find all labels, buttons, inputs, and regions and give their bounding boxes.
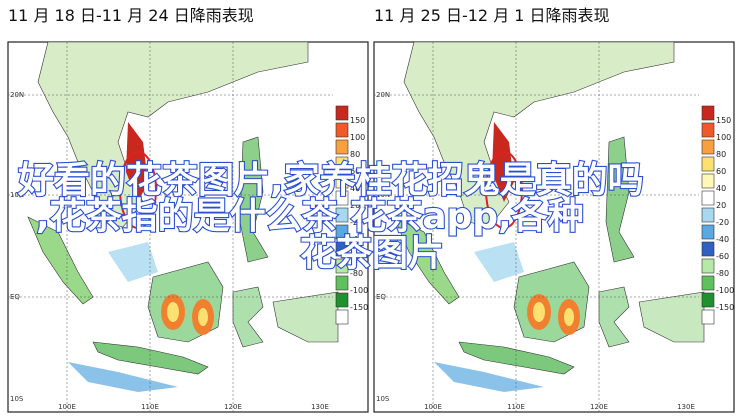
overlay-text: 花茶图片	[300, 233, 444, 274]
lat-label: EQ	[376, 293, 386, 301]
lon-label: 120E	[224, 403, 242, 411]
legend-label: -150	[350, 303, 368, 312]
lat-label: 10S	[10, 395, 24, 403]
legend-label: -60	[350, 252, 363, 261]
legend-label: -40	[716, 235, 729, 244]
legend-swatch	[335, 309, 349, 325]
legend-swatch	[335, 258, 349, 274]
legend-swatch	[335, 275, 349, 291]
map-panel: 20N 10N EQ 10S 100E 110E 120E 130E 150 100 80 60 40 2…	[373, 41, 735, 413]
legend-swatch	[701, 309, 715, 325]
legend-label: 100	[716, 133, 731, 142]
panel-title: 11 月 18 日-11 月 24 日降雨表现	[8, 6, 254, 25]
legend-label: 40	[716, 184, 726, 193]
legend-label: -80	[350, 269, 363, 278]
map-panel: 20N 10N EQ 10S 100E 110E 120E 130E 150 100 80 60 40 2…	[7, 41, 369, 413]
legend-swatch	[335, 207, 349, 223]
lat-label: 10S	[376, 395, 390, 403]
lon-label: 100E	[58, 403, 76, 411]
lat-label: 10N	[10, 191, 24, 199]
legend-swatch	[701, 241, 715, 257]
legend-label: -40	[350, 235, 363, 244]
legend-label: 60	[350, 167, 360, 176]
legend-swatch	[701, 173, 715, 189]
overlay-text: 好看的花茶图片,家养桂花招鬼是真的吗	[17, 159, 644, 201]
legend-swatch	[335, 173, 349, 189]
legend-swatch	[701, 105, 715, 121]
overlay-text: ,花茶指的是什么茶 花茶app,各种	[36, 196, 584, 237]
legend-label: 20	[716, 201, 726, 210]
legend-swatch	[701, 207, 715, 223]
legend-swatch	[701, 224, 715, 240]
legend-label: -20	[716, 218, 729, 227]
lon-label: 110E	[141, 403, 159, 411]
legend-label: -150	[716, 303, 734, 312]
legend-swatch	[335, 122, 349, 138]
legend-label: -60	[716, 252, 729, 261]
legend-label: -20	[350, 218, 363, 227]
legend-swatch	[701, 275, 715, 291]
legend-label: 40	[350, 184, 360, 193]
legend-swatch	[335, 224, 349, 240]
legend-label: 150	[350, 116, 365, 125]
legend-label: 100	[350, 133, 365, 142]
legend-swatch	[701, 190, 715, 206]
legend-swatch	[701, 292, 715, 308]
panel-title: 11 月 25 日-12 月 1 日降雨表现	[374, 6, 610, 25]
lat-label: 20N	[376, 91, 390, 99]
lat-label: EQ	[10, 293, 20, 301]
lon-label: 120E	[590, 403, 608, 411]
legend-label: -100	[350, 286, 368, 295]
lat-label: 10N	[376, 191, 390, 199]
legend-label: -80	[716, 269, 729, 278]
lon-label: 110E	[507, 403, 525, 411]
legend-swatch	[335, 156, 349, 172]
legend-swatch	[335, 105, 349, 121]
legend-swatch	[701, 122, 715, 138]
legend-swatch	[335, 139, 349, 155]
legend-swatch	[701, 156, 715, 172]
legend-swatch	[335, 241, 349, 257]
lat-label: 20N	[10, 91, 24, 99]
legend-label: 20	[350, 201, 360, 210]
legend-label: 150	[716, 116, 731, 125]
legend-label: 60	[716, 167, 726, 176]
lon-label: 130E	[677, 403, 695, 411]
legend-label: -100	[716, 286, 734, 295]
legend-swatch	[701, 258, 715, 274]
lon-label: 130E	[311, 403, 329, 411]
legend-label: 80	[716, 150, 726, 159]
legend-swatch	[335, 190, 349, 206]
legend-swatch	[701, 139, 715, 155]
legend-label: 80	[350, 150, 360, 159]
legend-swatch	[335, 292, 349, 308]
lon-label: 100E	[424, 403, 442, 411]
